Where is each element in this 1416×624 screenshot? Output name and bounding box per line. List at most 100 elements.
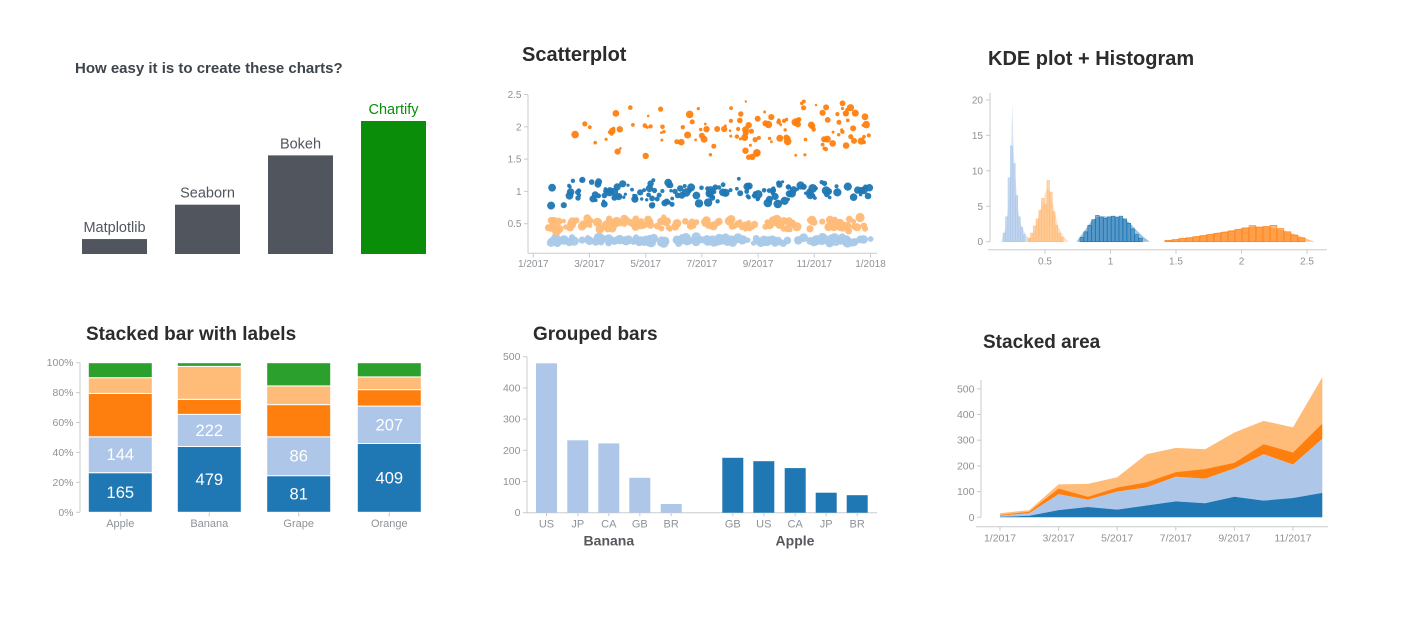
country-label: US xyxy=(756,519,771,531)
point xyxy=(833,188,842,197)
point xyxy=(796,181,805,190)
point xyxy=(656,192,662,198)
point xyxy=(759,235,769,246)
segment xyxy=(87,362,153,379)
point xyxy=(622,238,630,246)
tick-label: 5 xyxy=(977,202,983,213)
point xyxy=(585,235,591,241)
stacked-bar-grape: 81 86 xyxy=(266,362,332,513)
tick-label: 7/2017 xyxy=(1160,533,1192,545)
hist-bin xyxy=(1049,191,1053,243)
tick-label: 0 xyxy=(515,507,521,519)
segment xyxy=(356,376,422,391)
hist-bin xyxy=(1269,225,1278,243)
tick-label: 5/2017 xyxy=(630,259,661,270)
segment-value-label: 144 xyxy=(107,446,135,464)
point xyxy=(578,236,586,244)
hist-bin xyxy=(1083,231,1088,243)
point xyxy=(672,237,679,243)
tick-label: 20 xyxy=(972,95,984,106)
point xyxy=(735,186,739,191)
point xyxy=(733,233,743,244)
hist-bin xyxy=(1027,237,1031,243)
point xyxy=(620,214,629,223)
tick-label: 11/2017 xyxy=(1274,533,1311,545)
point xyxy=(661,199,668,207)
stacked-bar-canvas: 0% 20% 40% 60% 80% 100% 165 144 Apple 479 222 Banan… xyxy=(47,357,422,530)
point xyxy=(646,114,650,118)
tick-label: 400 xyxy=(503,382,521,394)
point xyxy=(661,217,671,227)
point xyxy=(582,121,588,127)
group-label: Banana xyxy=(584,533,635,549)
bar-gb xyxy=(629,477,651,513)
point xyxy=(748,143,752,147)
point xyxy=(746,195,751,200)
point xyxy=(779,123,783,127)
point xyxy=(744,189,750,194)
point xyxy=(699,127,703,132)
point xyxy=(560,202,567,209)
point xyxy=(840,128,844,132)
point xyxy=(626,183,630,187)
point xyxy=(819,109,826,116)
chart-title-stacked-bar: Stacked bar with labels xyxy=(86,324,297,345)
bar-label: Bokeh xyxy=(280,136,321,152)
hist-bin xyxy=(1164,239,1173,243)
point xyxy=(626,218,634,227)
point xyxy=(636,236,643,244)
point xyxy=(850,223,857,230)
point xyxy=(603,187,608,191)
point xyxy=(646,192,651,198)
point xyxy=(660,131,663,134)
point xyxy=(630,187,634,192)
point xyxy=(809,123,816,130)
point xyxy=(711,143,717,149)
hist-bin xyxy=(1057,232,1061,243)
point xyxy=(642,188,647,193)
tick-label: 0 xyxy=(977,237,983,248)
segment xyxy=(356,405,422,444)
hist-bin xyxy=(1255,226,1264,243)
country-label: GB xyxy=(725,519,741,531)
tick-label: 3/2017 xyxy=(1043,533,1075,545)
stacked-area-canvas: 0 100 200 300 400 500 1/2017 3/2017 5/2017 7/2017… xyxy=(957,377,1328,545)
point xyxy=(621,220,628,227)
point xyxy=(631,123,635,127)
point xyxy=(825,188,833,195)
point xyxy=(783,128,787,132)
tick-label: 0.5 xyxy=(1038,257,1052,268)
point xyxy=(854,186,862,194)
bar-us xyxy=(753,461,775,513)
chart-title-ease: How easy it is to create these charts? xyxy=(75,60,343,77)
point xyxy=(736,176,741,181)
country-label: GB xyxy=(632,519,648,531)
point xyxy=(748,128,754,134)
point xyxy=(661,236,668,243)
hist-bin xyxy=(1054,225,1058,243)
point xyxy=(861,140,866,145)
point xyxy=(827,195,832,200)
point xyxy=(850,125,857,132)
tick-label: 100 xyxy=(503,476,521,488)
panel-scatterplot: Scatterplot 0.5 1 1.5 2 2.5 1/2017 3/2017 5/201… xyxy=(505,38,935,283)
point xyxy=(749,224,755,230)
tick-label: 20% xyxy=(52,477,73,489)
point xyxy=(767,221,774,227)
category-label: Orange xyxy=(371,518,408,530)
tick-label: 1/2018 xyxy=(855,259,886,270)
point xyxy=(763,110,767,114)
scatter-points xyxy=(544,99,874,248)
point xyxy=(623,192,627,196)
point xyxy=(696,107,700,111)
point xyxy=(642,152,649,160)
country-label: BR xyxy=(664,519,679,531)
segment xyxy=(87,472,153,513)
segment-value-label: 409 xyxy=(376,469,404,487)
category-label: Grape xyxy=(283,518,314,530)
point xyxy=(785,190,793,198)
point xyxy=(554,217,563,226)
country-label: CA xyxy=(601,519,617,531)
point xyxy=(838,233,846,241)
point xyxy=(631,217,641,227)
